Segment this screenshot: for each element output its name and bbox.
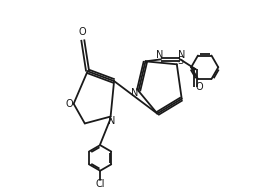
Text: N: N <box>156 50 163 60</box>
Text: O: O <box>195 82 203 92</box>
Text: O: O <box>66 99 73 109</box>
Text: N: N <box>108 116 115 126</box>
Text: N: N <box>131 88 139 98</box>
Text: S: S <box>177 56 183 66</box>
Text: O: O <box>79 27 86 37</box>
Text: Cl: Cl <box>95 179 105 189</box>
Text: N: N <box>178 50 185 60</box>
